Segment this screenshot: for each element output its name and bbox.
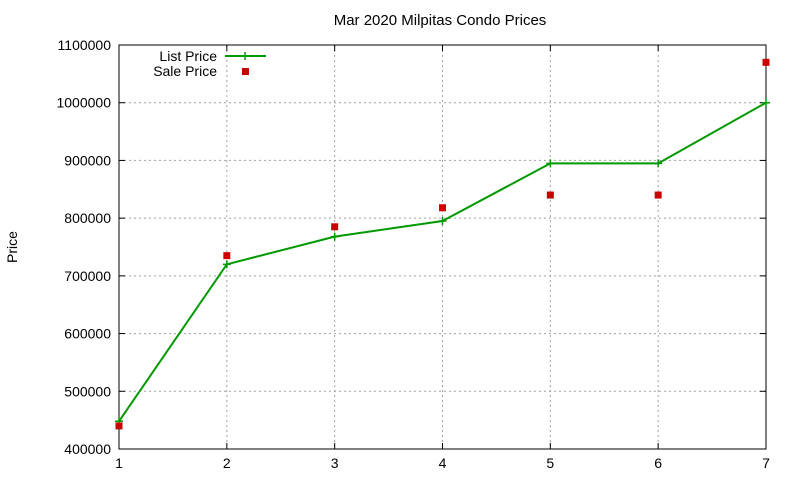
y-tick-label: 500000 [64, 383, 111, 399]
y-tick-label: 400000 [64, 441, 111, 457]
x-tick-label: 7 [762, 455, 770, 471]
sale-price-point [654, 191, 662, 199]
list-price-point [654, 159, 663, 168]
list-price-point [330, 232, 339, 241]
x-tick-label: 5 [546, 455, 554, 471]
x-tick-label: 6 [654, 455, 662, 471]
y-tick-label: 1000000 [56, 95, 111, 111]
y-tick-label: 600000 [64, 326, 111, 342]
x-tick-label: 2 [223, 455, 231, 471]
legend: List Price Sale Price [153, 48, 266, 79]
sale-price-point [762, 58, 770, 66]
legend-label-list-price: List Price [159, 48, 217, 64]
list-price-point [438, 217, 447, 226]
list-price-point [222, 260, 231, 269]
list-price-point [546, 159, 555, 168]
x-tick-label: 3 [331, 455, 339, 471]
legend-marker-list-price [241, 52, 249, 60]
sale-price-point [439, 204, 446, 212]
legend-marker-sale-price [242, 68, 249, 75]
grid-layer [119, 45, 766, 449]
chart-title: Mar 2020 Milpitas Condo Prices [334, 12, 547, 29]
sale-price-point [115, 422, 123, 430]
series-layer [115, 58, 770, 430]
x-tick-label: 4 [439, 455, 447, 471]
tick-layer: 400000 500000 600000 700000 800000 900000 1000… [56, 37, 770, 471]
sale-price-point [331, 223, 339, 231]
y-tick-label: 900000 [64, 152, 111, 168]
sale-price-point [223, 252, 231, 260]
y-tick-label: 1100000 [58, 37, 112, 53]
sale-price-point [546, 191, 554, 199]
y-axis-label: Price [4, 231, 20, 263]
y-tick-label: 800000 [64, 210, 111, 226]
legend-label-sale-price: Sale Price [153, 63, 217, 79]
list-price-point [762, 98, 770, 107]
x-tick-label: 1 [115, 455, 123, 471]
y-tick-label: 700000 [64, 268, 111, 284]
